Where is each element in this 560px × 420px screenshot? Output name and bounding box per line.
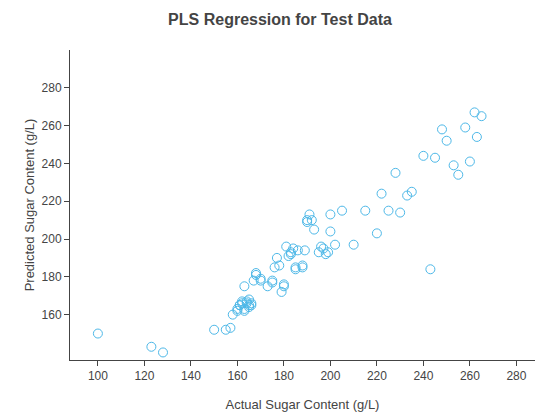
- svg-text:Actual Sugar Content (g/L): Actual Sugar Content (g/L): [226, 397, 380, 412]
- svg-text:280: 280: [42, 81, 62, 95]
- svg-text:220: 220: [42, 194, 62, 208]
- svg-text:280: 280: [506, 369, 526, 383]
- svg-text:180: 180: [42, 270, 62, 284]
- svg-text:240: 240: [413, 369, 433, 383]
- svg-text:200: 200: [42, 232, 62, 246]
- svg-text:240: 240: [42, 157, 62, 171]
- svg-text:200: 200: [320, 369, 340, 383]
- svg-text:260: 260: [460, 369, 480, 383]
- svg-text:Predicted Sugar Content (g/L): Predicted Sugar Content (g/L): [22, 119, 37, 292]
- svg-text:120: 120: [134, 369, 154, 383]
- svg-text:160: 160: [227, 369, 247, 383]
- svg-text:100: 100: [88, 369, 108, 383]
- svg-text:160: 160: [42, 308, 62, 322]
- svg-text:260: 260: [42, 119, 62, 133]
- svg-text:220: 220: [367, 369, 387, 383]
- svg-text:140: 140: [181, 369, 201, 383]
- svg-text:180: 180: [274, 369, 294, 383]
- svg-text:PLS Regression for Test Data: PLS Regression for Test Data: [168, 11, 392, 28]
